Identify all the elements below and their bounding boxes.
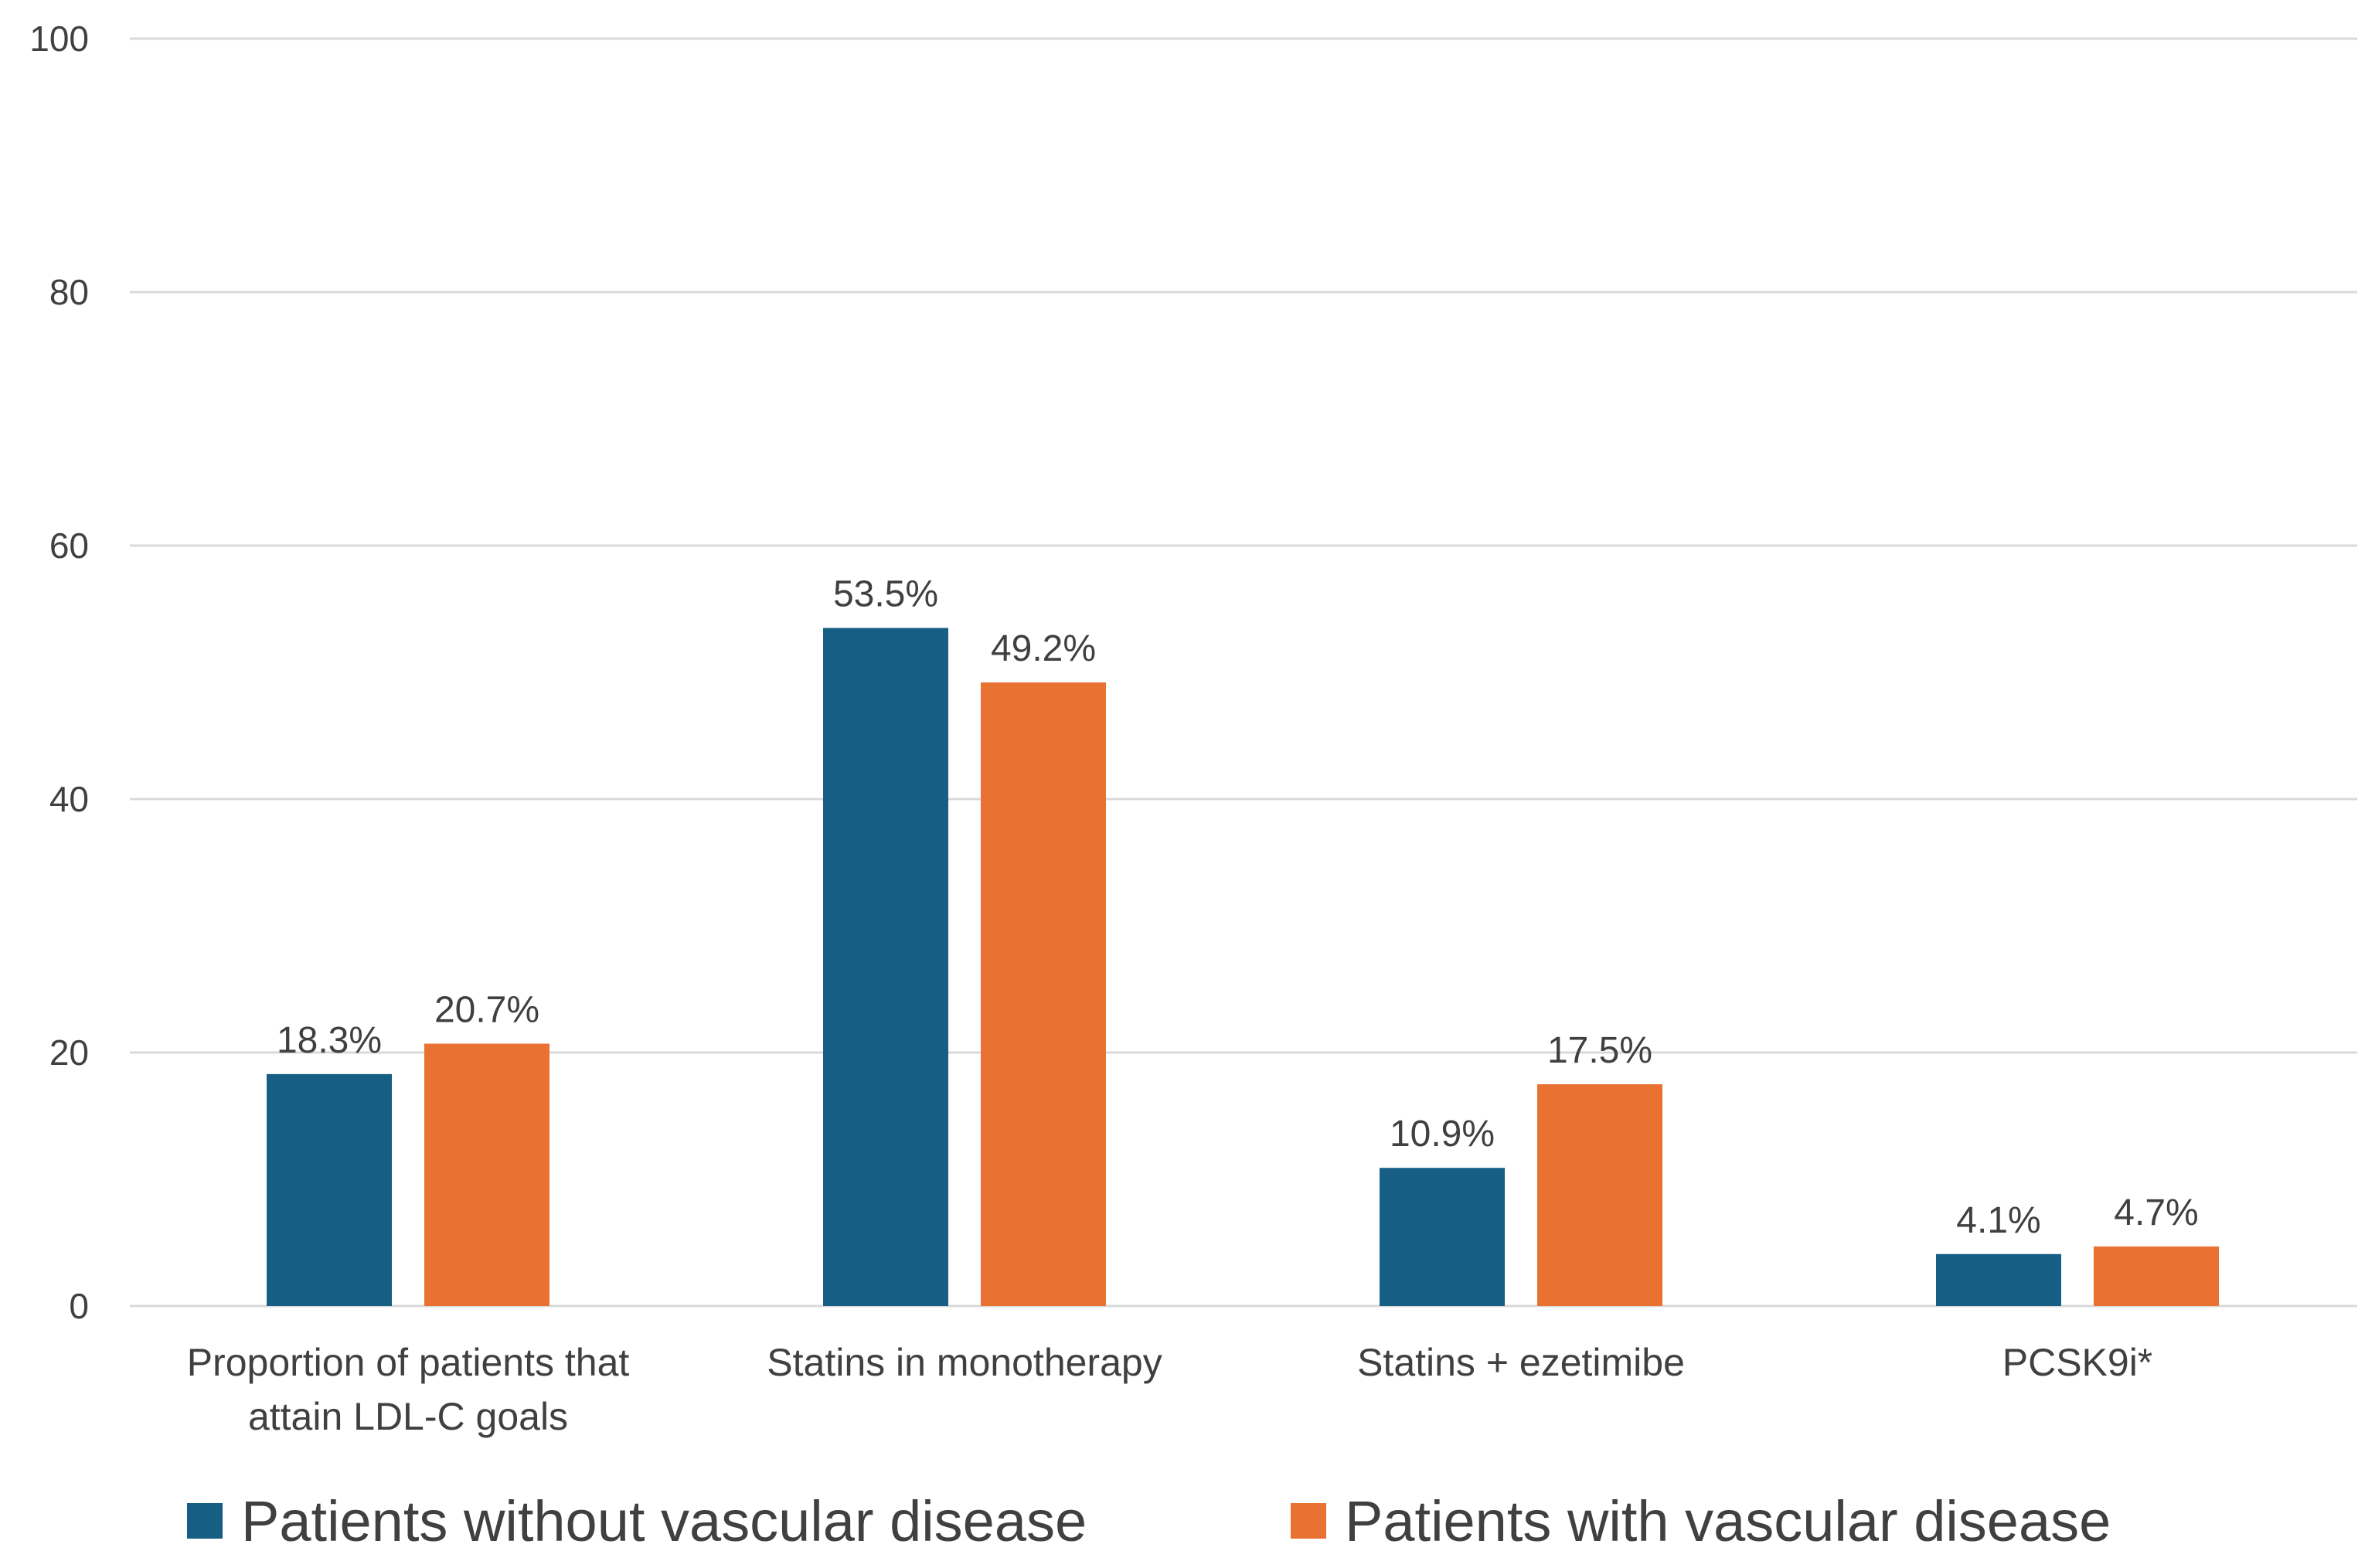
legend-label: Patients without vascular disease <box>241 1489 1087 1553</box>
bar-without-vascular-1 <box>823 628 948 1306</box>
bars <box>267 628 2219 1306</box>
legend-item-with-vascular: Patients with vascular disease <box>1291 1489 2111 1553</box>
x-axis: Proportion of patients that attain LDL-C … <box>187 1341 2153 1438</box>
y-tick-label: 0 <box>69 1286 89 1326</box>
bar-without-vascular-2 <box>1380 1168 1505 1306</box>
data-label: 20.7% <box>434 990 539 1031</box>
x-tick-label: attain LDL-C goals <box>248 1395 568 1438</box>
x-tick-label: PCSK9i* <box>2002 1341 2153 1384</box>
bar-with-vascular-2 <box>1537 1084 1662 1306</box>
y-tick-label: 60 <box>49 526 89 566</box>
data-labels: 18.3% 20.7% 53.5% 49.2% 10.9% 17.5% 4.1% 4.7% <box>277 574 2199 1241</box>
legend-item-without-vascular: Patients without vascular disease <box>187 1489 1087 1553</box>
legend: Patients without vascular disease Patient… <box>187 1489 2111 1553</box>
y-axis: 0 20 40 60 80 100 <box>29 19 89 1326</box>
data-label: 18.3% <box>277 1020 382 1061</box>
y-tick-label: 100 <box>29 19 89 59</box>
legend-swatch <box>187 1503 223 1539</box>
x-tick-label: Statins in monotherapy <box>767 1341 1162 1384</box>
x-tick-label: Statins + ezetimibe <box>1357 1341 1685 1384</box>
y-tick-label: 80 <box>49 272 89 312</box>
x-tick-label: Proportion of patients that <box>187 1341 630 1384</box>
legend-swatch <box>1291 1503 1326 1539</box>
bar-with-vascular-1 <box>981 682 1106 1306</box>
legend-label: Patients with vascular disease <box>1345 1489 2111 1553</box>
y-tick-label: 20 <box>49 1032 89 1073</box>
data-label: 53.5% <box>833 574 938 615</box>
y-tick-label: 40 <box>49 779 89 819</box>
bar-without-vascular-0 <box>267 1073 392 1306</box>
bar-without-vascular-3 <box>1936 1253 2061 1306</box>
bar-with-vascular-0 <box>424 1043 550 1306</box>
data-label: 49.2% <box>991 628 1096 669</box>
data-label: 10.9% <box>1390 1114 1495 1155</box>
data-label: 4.7% <box>2114 1192 2198 1233</box>
data-label: 17.5% <box>1547 1030 1652 1071</box>
data-label: 4.1% <box>1956 1200 2040 1241</box>
bar-with-vascular-3 <box>2094 1246 2219 1306</box>
